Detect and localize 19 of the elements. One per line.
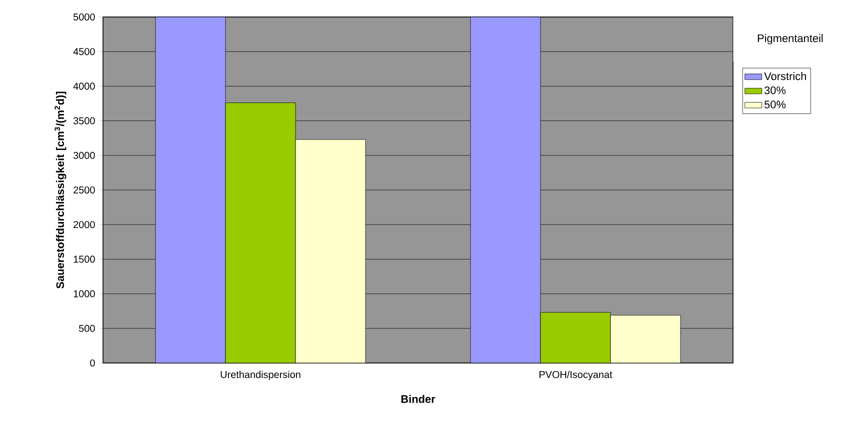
legend-title: Pigmentanteil bbox=[758, 34, 823, 44]
y-tick-label: 4000 bbox=[73, 82, 95, 90]
legend-label: 50% bbox=[764, 100, 786, 108]
y-tick-label: 2500 bbox=[74, 186, 95, 194]
legend-label: Vorstrich bbox=[764, 72, 806, 80]
y-axis-title: Sauerstoffdurchlässigkeit [cm$^{3}$/(m$^{2}$d)] bbox=[54, 92, 66, 289]
legend-label: 30% bbox=[764, 86, 786, 94]
y-tick-label: 4500 bbox=[73, 48, 95, 56]
x-tick-label: PVOH/Isocyanat bbox=[540, 370, 612, 380]
y-tick-label: 3500 bbox=[73, 117, 95, 124]
y-tick-label: 1000 bbox=[74, 290, 95, 298]
y-tick-label: 0 bbox=[90, 359, 95, 367]
y-tick-label: 3000 bbox=[73, 152, 95, 159]
y-tick-label: 2000 bbox=[74, 221, 95, 228]
y-tick-label: 1500 bbox=[74, 256, 95, 263]
x-tick-label: Urethandispersion bbox=[220, 370, 300, 380]
y-tick-label: 500 bbox=[79, 324, 95, 332]
x-axis-title: Binder bbox=[401, 394, 436, 403]
y-tick-label: 5000 bbox=[73, 13, 95, 21]
